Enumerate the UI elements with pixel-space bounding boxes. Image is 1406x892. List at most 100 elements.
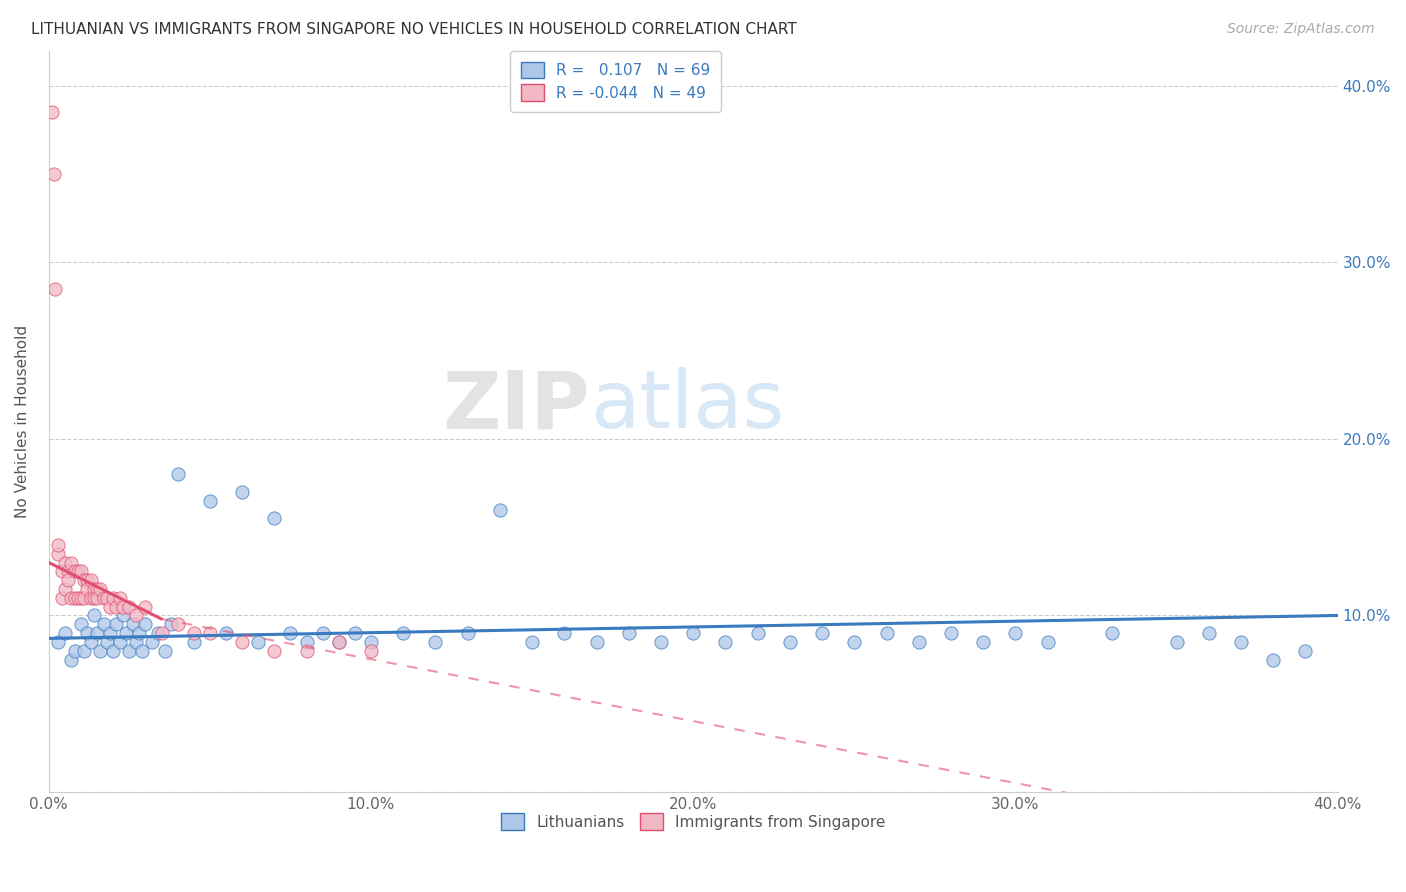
Point — [183, 635, 205, 649]
Point — [1004, 626, 1026, 640]
Point — [108, 591, 131, 605]
Point — [328, 635, 350, 649]
Point — [73, 591, 96, 605]
Point — [295, 635, 318, 649]
Point — [93, 591, 115, 605]
Point — [134, 599, 156, 614]
Point — [215, 626, 238, 640]
Point — [1198, 626, 1220, 640]
Y-axis label: No Vehicles in Household: No Vehicles in Household — [15, 325, 30, 518]
Point — [328, 635, 350, 649]
Point — [360, 644, 382, 658]
Point — [1166, 635, 1188, 649]
Point — [617, 626, 640, 640]
Point — [76, 626, 98, 640]
Point — [131, 644, 153, 658]
Point — [51, 591, 73, 605]
Point — [148, 626, 170, 640]
Point — [41, 105, 63, 120]
Point — [76, 582, 98, 596]
Point — [682, 626, 704, 640]
Point — [141, 635, 163, 649]
Point — [457, 626, 479, 640]
Point — [1101, 626, 1123, 640]
Point — [198, 493, 221, 508]
Point — [121, 617, 143, 632]
Point — [118, 644, 141, 658]
Point — [53, 582, 76, 596]
Point — [247, 635, 270, 649]
Point — [60, 556, 83, 570]
Point — [48, 538, 70, 552]
Point — [111, 599, 134, 614]
Point — [553, 626, 575, 640]
Point — [48, 547, 70, 561]
Point — [779, 635, 801, 649]
Point — [86, 582, 108, 596]
Point — [231, 635, 253, 649]
Point — [105, 599, 128, 614]
Point — [1294, 644, 1316, 658]
Point — [103, 591, 125, 605]
Point — [166, 467, 188, 482]
Point — [76, 573, 98, 587]
Point — [53, 556, 76, 570]
Legend: Lithuanians, Immigrants from Singapore: Lithuanians, Immigrants from Singapore — [495, 807, 891, 836]
Point — [972, 635, 994, 649]
Point — [56, 573, 79, 587]
Point — [60, 652, 83, 666]
Point — [79, 573, 101, 587]
Point — [1230, 635, 1253, 649]
Point — [108, 635, 131, 649]
Point — [60, 591, 83, 605]
Point — [360, 635, 382, 649]
Point — [79, 591, 101, 605]
Point — [311, 626, 333, 640]
Point — [70, 617, 93, 632]
Point — [51, 565, 73, 579]
Point — [73, 573, 96, 587]
Point — [1036, 635, 1059, 649]
Point — [166, 617, 188, 632]
Point — [489, 502, 512, 516]
Point — [48, 635, 70, 649]
Text: atlas: atlas — [591, 368, 785, 445]
Text: LITHUANIAN VS IMMIGRANTS FROM SINGAPORE NO VEHICLES IN HOUSEHOLD CORRELATION CHA: LITHUANIAN VS IMMIGRANTS FROM SINGAPORE … — [31, 22, 797, 37]
Point — [263, 511, 285, 525]
Point — [263, 644, 285, 658]
Point — [198, 626, 221, 640]
Point — [98, 626, 121, 640]
Point — [231, 484, 253, 499]
Point — [125, 635, 148, 649]
Point — [160, 617, 183, 632]
Point — [86, 626, 108, 640]
Point — [118, 599, 141, 614]
Point — [714, 635, 737, 649]
Point — [907, 635, 929, 649]
Point — [747, 626, 769, 640]
Point — [153, 644, 176, 658]
Point — [56, 565, 79, 579]
Point — [343, 626, 366, 640]
Point — [939, 626, 962, 640]
Point — [105, 617, 128, 632]
Text: ZIP: ZIP — [443, 368, 591, 445]
Point — [392, 626, 415, 640]
Text: Source: ZipAtlas.com: Source: ZipAtlas.com — [1227, 22, 1375, 37]
Point — [42, 167, 65, 181]
Point — [128, 626, 150, 640]
Point — [66, 591, 89, 605]
Point — [96, 591, 118, 605]
Point — [83, 608, 105, 623]
Point — [53, 626, 76, 640]
Point — [63, 591, 86, 605]
Point — [280, 626, 302, 640]
Point — [876, 626, 898, 640]
Point — [115, 626, 138, 640]
Point — [86, 591, 108, 605]
Point — [103, 644, 125, 658]
Point — [83, 582, 105, 596]
Point — [44, 282, 66, 296]
Point — [650, 635, 672, 649]
Point — [183, 626, 205, 640]
